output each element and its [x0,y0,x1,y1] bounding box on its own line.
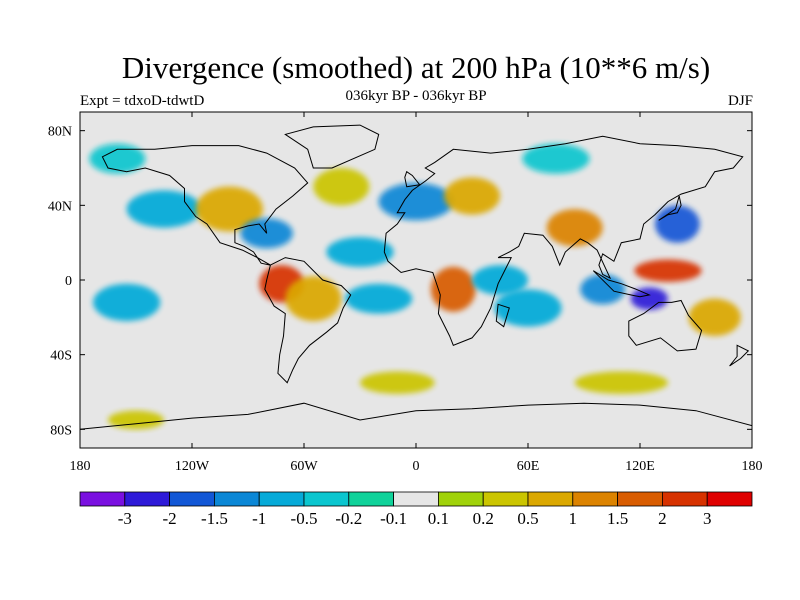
coastline-japan [658,195,682,221]
experiment-label: Expt = tdxoD-tdwtD [80,93,205,109]
colorbar-swatch-9 [482,491,529,507]
colorbar-label-9: 0.5 [517,509,538,528]
divergence-cell-16 [630,287,668,310]
colorbar: -3 -2 -1.5 -1 -0.5 -0.2 -0.1 0.1 0.2 0.5 1 1.5 2 3 [79,491,753,528]
divergence-cell-18 [654,205,700,243]
map-area [79,111,753,449]
divergence-cell-10 [430,266,476,312]
colorbar-swatch-1 [124,491,171,507]
colorbar-label-8: 0.2 [473,509,494,528]
divergence-cell-7 [326,237,394,267]
divergence-cell-13 [494,289,562,327]
divergence-cell-24 [89,143,146,174]
divergence-cell-2 [195,186,263,232]
divergence-cell-15 [580,274,626,305]
divergence-field [89,143,741,430]
y-tick-label-0: 80N [48,125,72,140]
colorbar-swatch-11 [572,491,618,507]
colorbar-swatch-8 [437,491,484,507]
colorbar-label-13: 3 [703,509,712,528]
divergence-cell-1 [126,190,202,228]
colorbar-label-10: 1 [569,509,578,528]
colorbar-swatch-12 [617,491,663,507]
chart-title: Divergence (smoothed) at 200 hPa (10**6 … [121,50,711,85]
coastline-greenland [284,124,380,169]
colorbar-label-6: -0.1 [380,509,407,528]
divergence-cell-20 [360,371,435,394]
colorbar-label-12: 2 [658,509,667,528]
y-tick-label-2: 0 [65,274,72,289]
coastline-australia [628,299,703,352]
x-tick-label-6: 180 [742,459,763,474]
colorbar-label-5: -0.2 [335,509,362,528]
colorbar-label-4: -0.5 [291,509,318,528]
y-tick-label-3: 40S [50,349,72,364]
coastline-indonesia [592,270,651,298]
colorbar-swatch-4 [258,491,305,507]
divergence-cell-8 [345,283,413,314]
coastline-britain [404,170,421,188]
colorbar-swatch-3 [213,491,260,507]
x-tick-label-1: 120W [175,459,210,474]
divergence-cell-14 [546,209,603,247]
divergence-cell-23 [522,143,590,174]
coastline-new-zealand [729,344,750,367]
divergence-cell-6 [313,168,370,206]
divergence-cell-17 [634,259,702,282]
colorbar-swatch-7 [393,491,439,507]
colorbar-swatch-10 [527,491,574,507]
colorbar-swatch-5 [303,491,350,507]
x-tick-label-3: 0 [413,459,420,474]
colorbar-swatch-6 [348,491,394,507]
colorbar-label-2: -1.5 [201,509,228,528]
coastline-north-america [101,145,309,266]
divergence-cell-11 [444,177,500,215]
map-axes: 180 120W 60W 0 60E 120E 180 80N 40N 0 40S 80S [48,112,763,474]
divergence-cell-22 [108,410,164,430]
colorbar-label-11: 1.5 [607,509,628,528]
coastlines [80,124,752,430]
coastline-madagascar [495,303,510,328]
colorbar-swatch-2 [169,491,215,507]
period-label: 036kyr BP - 036kyr BP [345,88,487,104]
coastline-antarctica [80,402,752,430]
x-tick-label-0: 180 [70,459,91,474]
x-tick-label-5: 120E [625,459,655,474]
colorbar-swatch-14 [706,491,753,507]
colorbar-swatch-13 [662,491,708,507]
coastline-eurasia-africa [383,135,744,346]
divergence-cell-9 [378,182,454,221]
y-tick-label-4: 80S [50,423,72,438]
colorbar-label-0: -3 [118,509,132,528]
coastline-south-america [264,257,352,384]
divergence-cell-19 [688,298,741,337]
x-tick-label-2: 60W [290,459,318,474]
colorbar-label-3: -1 [252,509,266,528]
divergence-cell-0 [93,283,161,322]
x-tick-label-4: 60E [517,459,540,474]
divergence-cell-5 [285,276,342,322]
colorbar-label-7: 0.1 [428,509,449,528]
colorbar-label-1: -2 [163,509,177,528]
y-tick-label-1: 40N [48,199,72,214]
colorbar-swatch-0 [79,491,126,507]
season-label: DJF [727,93,753,109]
divergence-cell-21 [574,371,668,394]
